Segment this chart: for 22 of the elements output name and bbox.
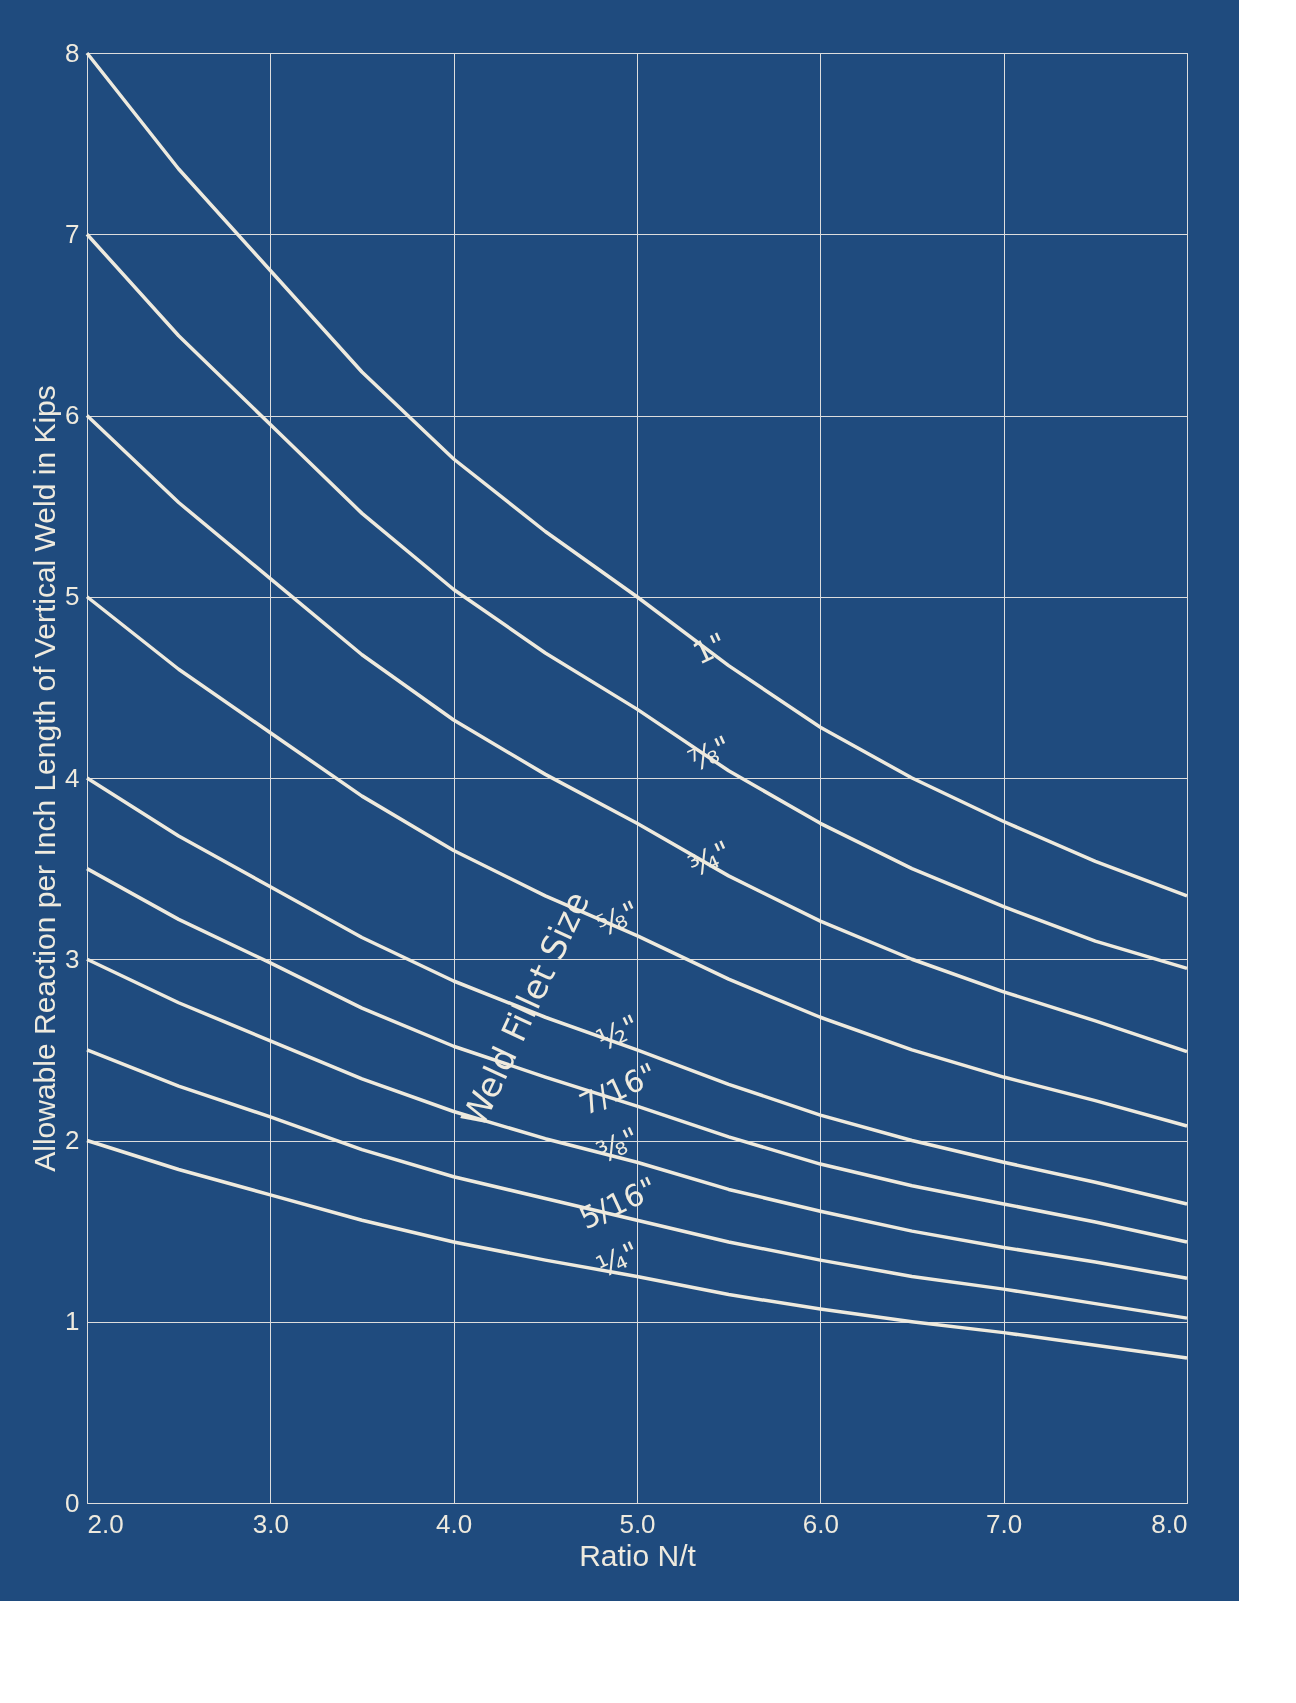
- x-axis-title: Ratio N/t: [579, 1538, 697, 1572]
- y-axis-title: Allowable Reaction per Inch Length of Vertical Weld in Kips: [28, 385, 62, 1172]
- y-tick-label: 8: [65, 37, 80, 68]
- x-tick-label: 4.0: [436, 1508, 473, 1539]
- x-tick-label: 7.0: [986, 1508, 1023, 1539]
- y-tick-label: 0: [65, 1487, 80, 1518]
- x-tick-label: 6.0: [802, 1508, 839, 1539]
- y-tick-label: 2: [65, 1125, 80, 1155]
- y-tick-label: 5: [65, 581, 80, 612]
- text: 5/16": [573, 1170, 663, 1237]
- x-tick-label: 5.0: [619, 1508, 656, 1539]
- line-series: [85, 595, 1189, 1128]
- y-tick-label: 7: [65, 218, 80, 249]
- y-tick-label: 3: [65, 943, 80, 974]
- y-tick-label: 4: [65, 762, 80, 793]
- text: ¼": [591, 1234, 645, 1285]
- x-tick-label: 2.0: [87, 1508, 124, 1539]
- line-series: [85, 1048, 1189, 1320]
- x-tick-label: 3.0: [252, 1508, 289, 1539]
- x-tick-label: 8.0: [1151, 1508, 1188, 1539]
- y-tick-label: 1: [65, 1306, 80, 1337]
- y-tick-label: 6: [65, 400, 80, 430]
